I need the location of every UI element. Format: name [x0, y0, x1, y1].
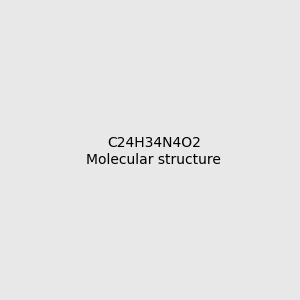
Text: C24H34N4O2
Molecular structure: C24H34N4O2 Molecular structure: [86, 136, 221, 166]
